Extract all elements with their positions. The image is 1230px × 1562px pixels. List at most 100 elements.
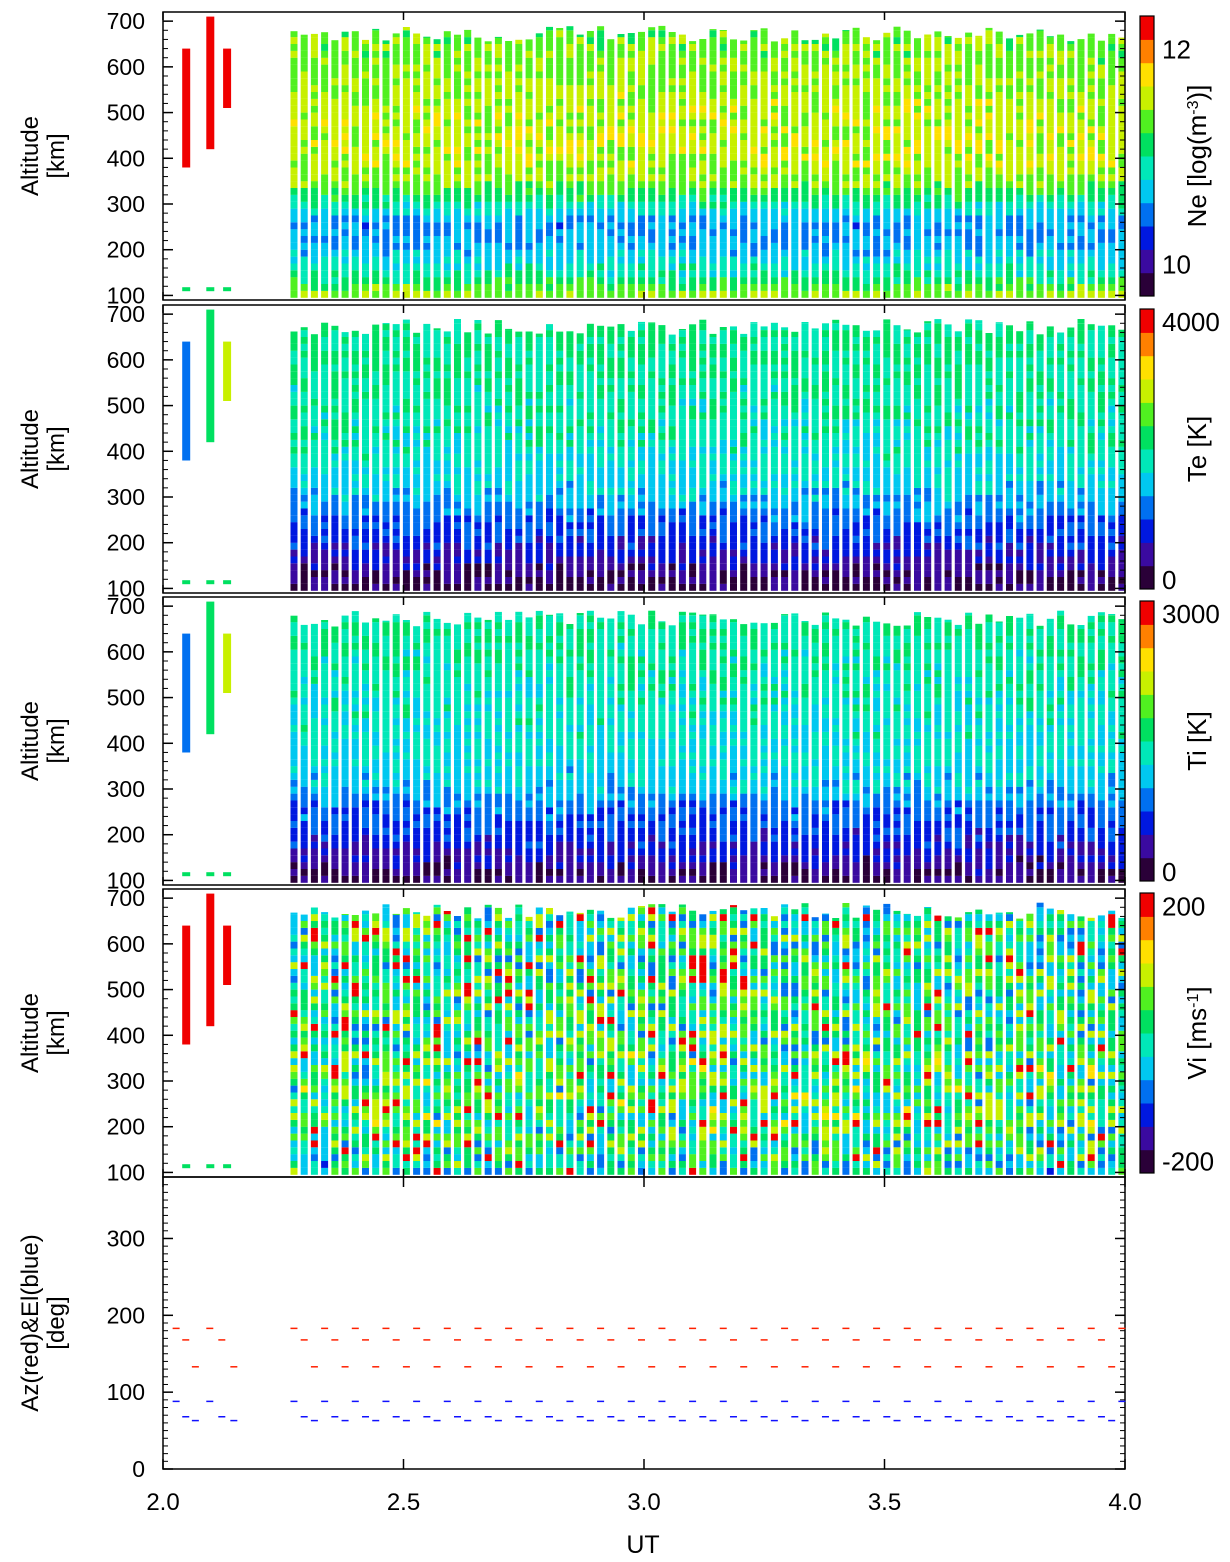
data-cell [627, 249, 635, 257]
data-cell [617, 92, 625, 99]
data-cell [893, 242, 901, 250]
data-cell [372, 270, 380, 278]
data-cell [822, 174, 829, 182]
data-cell [392, 222, 400, 230]
data-cell [954, 208, 962, 216]
data-cell [801, 85, 809, 92]
data-cell [668, 439, 676, 447]
data-cell [730, 242, 737, 250]
data-cell [300, 256, 308, 264]
data-cell [382, 419, 390, 427]
data-cell [310, 50, 318, 58]
data-cell [576, 85, 584, 92]
data-cell [627, 57, 635, 65]
data-cell [638, 242, 645, 250]
data-cell [372, 433, 380, 440]
data-cell [627, 181, 635, 188]
data-cell [331, 343, 339, 351]
data-cell [689, 78, 697, 86]
data-cell [474, 398, 482, 406]
data-cell [474, 439, 482, 447]
data-cell [1057, 270, 1065, 278]
data-cell [678, 174, 686, 182]
data-cell [382, 385, 390, 392]
data-cell [290, 119, 298, 127]
data-cell [362, 515, 369, 523]
data-cell [464, 474, 472, 481]
data-cell [638, 37, 645, 44]
data-cell [740, 71, 748, 79]
data-cell [1097, 160, 1105, 168]
colorbar-segment [1140, 44, 1154, 50]
data-cell [392, 44, 400, 51]
data-cell [730, 256, 737, 264]
data-cell [464, 487, 472, 495]
data-cell [750, 242, 758, 250]
data-cell [300, 37, 308, 44]
data-cell [1016, 34, 1024, 38]
data-cell [290, 167, 298, 175]
data-cell [689, 494, 697, 502]
data-cell [648, 64, 656, 72]
data-cell [852, 133, 860, 140]
data-cell [515, 583, 523, 591]
data-cell [995, 98, 1003, 106]
data-cell [433, 570, 441, 577]
data-cell [310, 188, 318, 195]
data-cell [341, 112, 349, 120]
data-cell [423, 140, 431, 147]
data-cell [300, 44, 308, 51]
data-cell [811, 119, 819, 127]
data-cell [566, 535, 574, 543]
data-cell [617, 249, 625, 257]
data-cell [402, 263, 410, 271]
data-cell [556, 64, 564, 72]
data-cell [852, 126, 860, 134]
data-cell [638, 290, 645, 298]
data-cell [883, 201, 891, 209]
data-cell [607, 153, 615, 161]
data-cell [1057, 215, 1065, 223]
data-cell [525, 242, 533, 250]
data-cell [454, 508, 461, 516]
data-cell [668, 350, 676, 358]
data-cell [372, 467, 380, 475]
data-cell [341, 385, 349, 392]
data-cell [678, 426, 686, 433]
data-cell [597, 357, 605, 365]
data-cell [709, 201, 717, 209]
data-cell [392, 270, 400, 278]
data-cell [1036, 126, 1044, 134]
data-cell [1077, 39, 1085, 44]
data-cell [392, 494, 400, 502]
data-cell [1097, 229, 1105, 236]
data-cell [954, 229, 962, 236]
data-cell [954, 215, 962, 223]
data-cell [740, 57, 748, 65]
data-cell [1026, 215, 1034, 223]
colorbar-segment [1140, 244, 1154, 250]
data-cell [413, 236, 421, 243]
data-cell [341, 126, 349, 134]
colorbar-segment [1140, 104, 1154, 110]
data-cell [535, 460, 543, 468]
data-cell [515, 364, 523, 372]
data-cell [300, 419, 308, 427]
data-cell [699, 181, 707, 188]
data-cell [525, 201, 533, 209]
data-cell [914, 181, 921, 188]
data-cell [494, 92, 502, 99]
data-cell [883, 126, 891, 134]
data-cell [351, 133, 359, 140]
data-cell [290, 398, 298, 406]
data-cell [566, 50, 574, 58]
data-cell [290, 460, 298, 468]
data-cell [494, 474, 502, 481]
data-cell [413, 215, 421, 223]
data-cell [781, 290, 789, 298]
data-cell [617, 371, 625, 379]
data-cell [464, 188, 472, 195]
data-cell [617, 583, 625, 591]
data-cell [648, 343, 656, 351]
y-tick-label: 600 [107, 54, 145, 80]
